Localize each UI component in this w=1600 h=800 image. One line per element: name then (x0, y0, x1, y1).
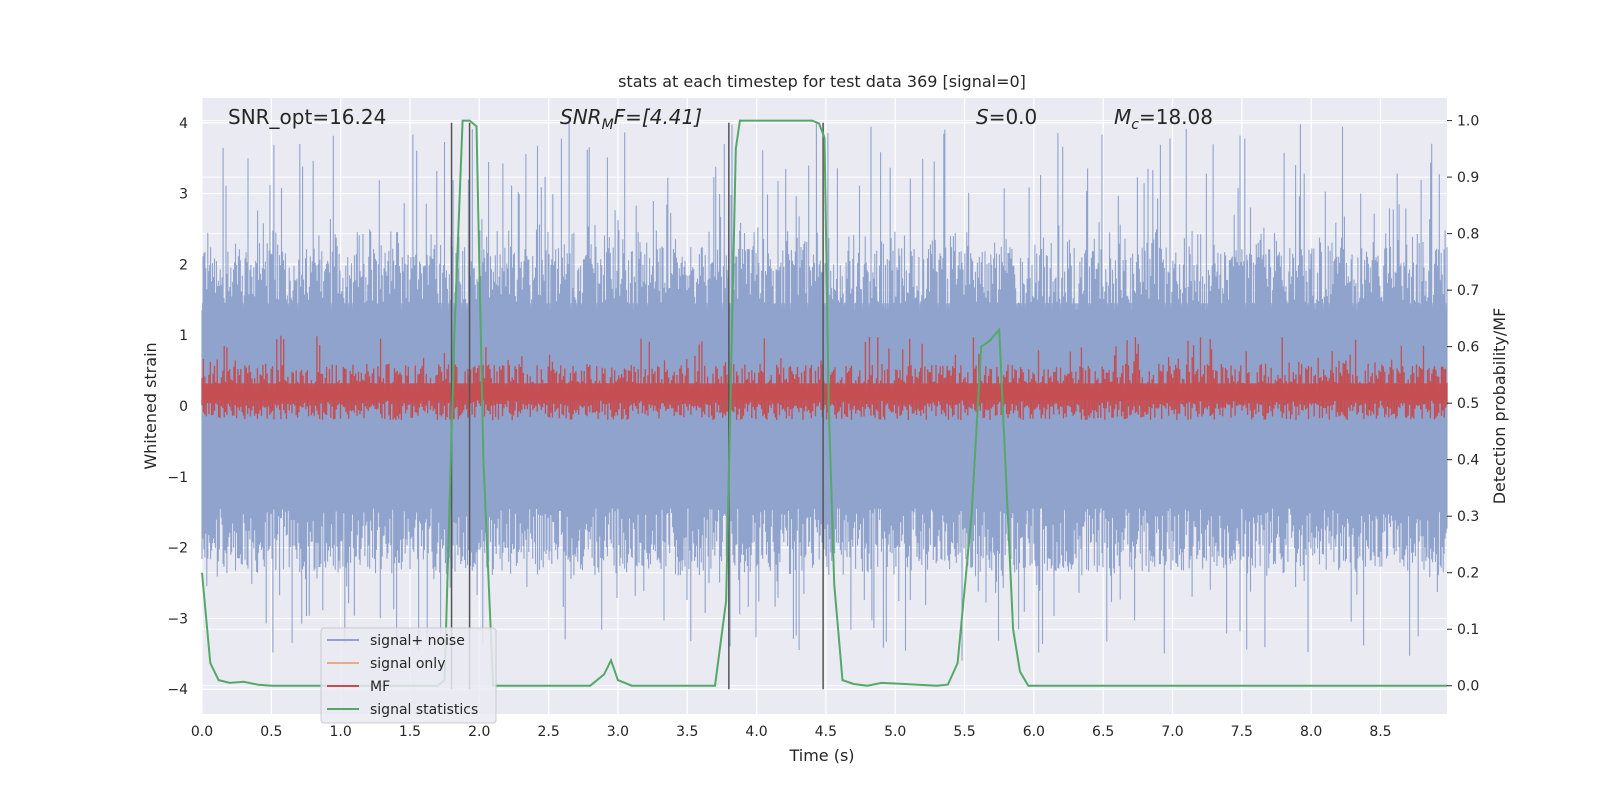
left-y-axis-ticks: 4 3 2 1 0 −1 −2 −3 −4 (167, 116, 188, 698)
right-y-axis-ticks: 1.0 0.9 0.8 0.7 0.6 0.5 0.4 0.3 0.2 0.1 0.0 (1447, 114, 1479, 695)
legend-label-signal-only: signal only (370, 656, 445, 672)
x-tick-label: 3.5 (676, 724, 698, 740)
x-tick-label: 2.5 (537, 724, 559, 740)
annotation-mc: Mc=18.08 (1114, 105, 1213, 133)
chart-title: stats at each timestep for test data 369… (618, 72, 1026, 91)
x-tick-label: 5.5 (953, 724, 975, 740)
y-tick-label-left: 4 (179, 116, 188, 132)
x-tick-label: 1.0 (330, 724, 352, 740)
y-tick-label-right: 0.9 (1457, 170, 1479, 186)
y-tick-label-right: 0.1 (1457, 622, 1479, 638)
x-tick-label: 7.5 (1231, 724, 1253, 740)
y-tick-label-left: −3 (167, 611, 188, 627)
annotation-snr-mf: SNRMF=[4.41] (560, 105, 702, 133)
x-tick-label: 8.0 (1300, 724, 1322, 740)
x-tick-label: 4.0 (745, 724, 767, 740)
legend-label-signal-statistics: signal statistics (370, 702, 478, 718)
annotation-s: S=0.0 (976, 105, 1037, 129)
legend: signal+ noise signal only MF signal stat… (320, 627, 497, 724)
signal-noise-trace-negative (201, 406, 1448, 661)
legend-box (320, 627, 497, 724)
y-tick-label-left: −1 (167, 470, 188, 486)
x-tick-label: 6.0 (1023, 724, 1045, 740)
x-axis-label: Time (s) (788, 746, 854, 765)
y-tick-label-right: 0.4 (1457, 453, 1479, 469)
x-tick-label: 3.0 (607, 724, 629, 740)
y-tick-label-right: 0.3 (1457, 509, 1479, 525)
y-tick-label-left: −4 (167, 682, 188, 698)
y-tick-label-left: 3 (179, 187, 188, 203)
legend-label-mf: MF (370, 679, 390, 695)
y-tick-label-right: 0.8 (1457, 227, 1479, 243)
signal-noise-series (201, 122, 1448, 661)
y-tick-label-right: 0.0 (1457, 679, 1479, 695)
y-tick-label-right: 0.6 (1457, 340, 1479, 356)
legend-label-signal-noise: signal+ noise (370, 633, 465, 649)
x-tick-label: 2.0 (468, 724, 490, 740)
y-tick-label-left: −2 (167, 541, 188, 557)
x-tick-label: 1.5 (399, 724, 421, 740)
mf-series (201, 335, 1448, 421)
signal-noise-trace-positive (201, 122, 1448, 406)
x-tick-label: 7.0 (1161, 724, 1183, 740)
x-tick-label: 6.5 (1092, 724, 1114, 740)
y-tick-label-right: 0.2 (1457, 566, 1479, 582)
y-tick-label-right: 0.7 (1457, 283, 1479, 299)
x-tick-label: 5.0 (884, 724, 906, 740)
y-tick-label-right: 1.0 (1457, 114, 1479, 130)
x-axis-ticks: 0.0 0.5 1.0 1.5 2.0 2.5 3.0 3.5 4.0 4.5 5.0 5.5 6.0 6… (191, 724, 1392, 740)
y-tick-label-left: 0 (179, 399, 188, 415)
x-tick-label: 0.5 (260, 724, 282, 740)
x-tick-label: 0.0 (191, 724, 213, 740)
y-tick-label-left: 2 (179, 257, 188, 273)
x-tick-label: 4.5 (815, 724, 837, 740)
y-tick-label-left: 1 (179, 328, 188, 344)
mf-trace (201, 335, 1448, 421)
y-tick-label-right: 0.5 (1457, 396, 1479, 412)
x-tick-label: 8.5 (1369, 724, 1391, 740)
right-y-axis-label: Detection probability/MF (1490, 308, 1509, 505)
annotation-snr-opt: SNR_opt=16.24 (228, 105, 386, 129)
vertical-markers (450, 122, 824, 690)
left-y-axis-label: Whitened strain (141, 342, 160, 469)
